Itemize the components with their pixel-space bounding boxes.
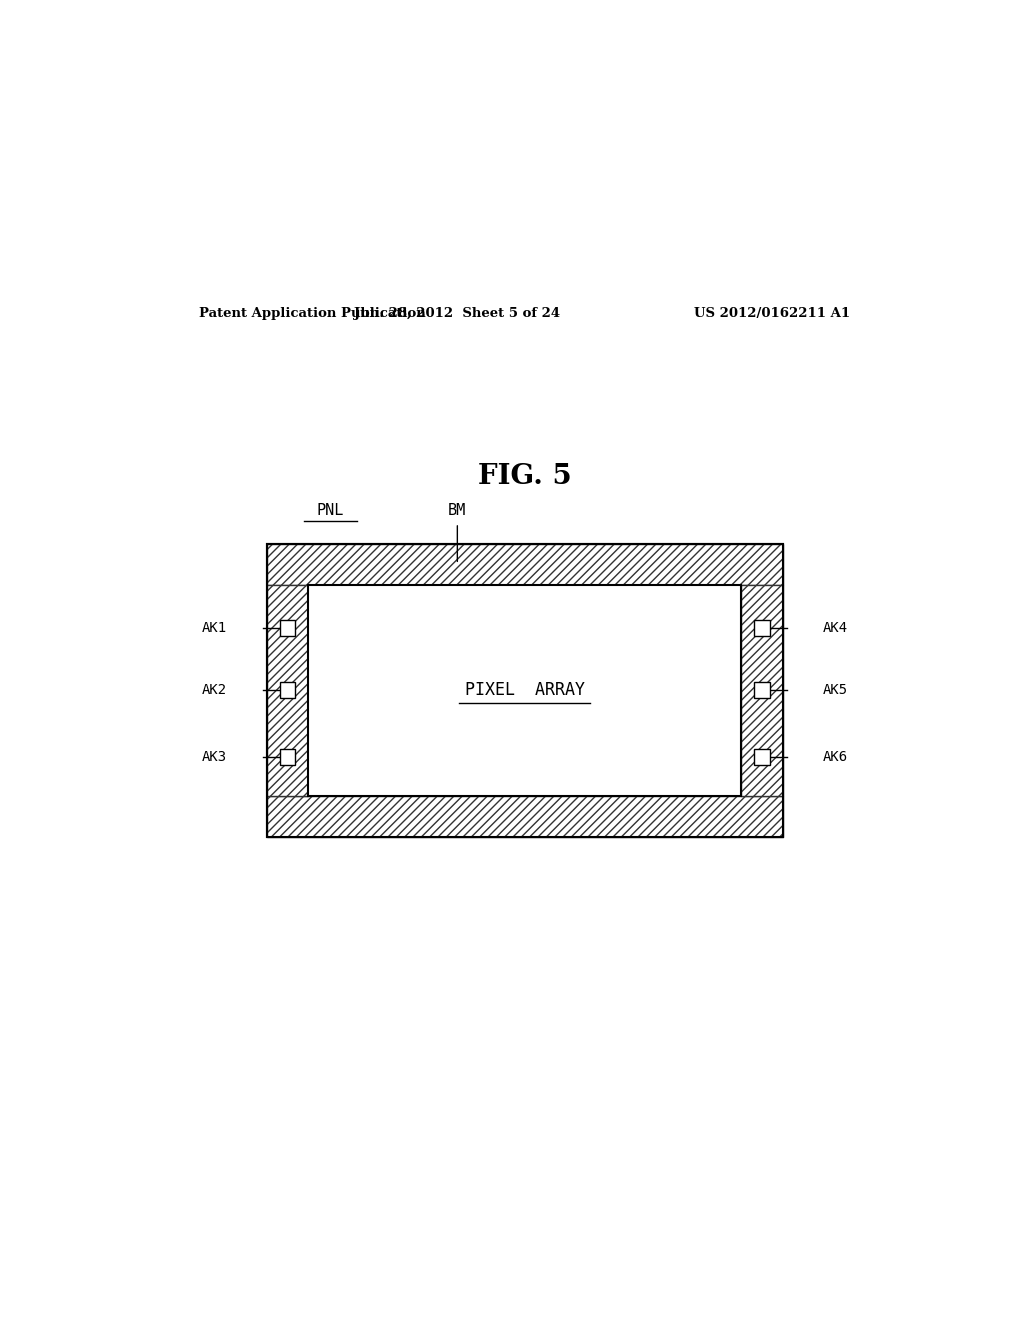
Bar xyxy=(280,748,296,764)
Text: US 2012/0162211 A1: US 2012/0162211 A1 xyxy=(694,308,850,319)
Bar xyxy=(267,585,308,796)
Text: AK6: AK6 xyxy=(822,750,848,764)
Bar xyxy=(267,796,782,837)
Text: PIXEL  ARRAY: PIXEL ARRAY xyxy=(465,681,585,700)
Text: Patent Application Publication: Patent Application Publication xyxy=(200,308,426,319)
Bar xyxy=(267,544,782,837)
Text: FIG. 5: FIG. 5 xyxy=(478,462,571,490)
Bar xyxy=(308,585,741,796)
Bar xyxy=(267,544,782,585)
Text: AK5: AK5 xyxy=(822,684,848,697)
Text: AK4: AK4 xyxy=(822,622,848,635)
Text: AK3: AK3 xyxy=(202,750,227,764)
Bar xyxy=(754,748,770,764)
Bar xyxy=(754,682,770,698)
Bar xyxy=(267,544,782,837)
Bar xyxy=(754,620,770,636)
Bar xyxy=(280,682,296,698)
Bar xyxy=(280,620,296,636)
Text: AK2: AK2 xyxy=(202,684,227,697)
Text: BM: BM xyxy=(449,503,467,517)
Text: PNL: PNL xyxy=(316,503,344,517)
Text: Jun. 28, 2012  Sheet 5 of 24: Jun. 28, 2012 Sheet 5 of 24 xyxy=(354,308,560,319)
Bar xyxy=(741,585,782,796)
Text: AK1: AK1 xyxy=(202,622,227,635)
